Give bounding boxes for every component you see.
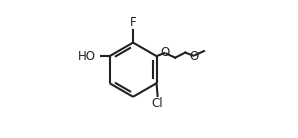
Text: F: F [130, 16, 136, 29]
Text: O: O [161, 46, 170, 59]
Text: O: O [189, 50, 198, 63]
Text: HO: HO [78, 50, 96, 63]
Text: Cl: Cl [152, 97, 163, 110]
